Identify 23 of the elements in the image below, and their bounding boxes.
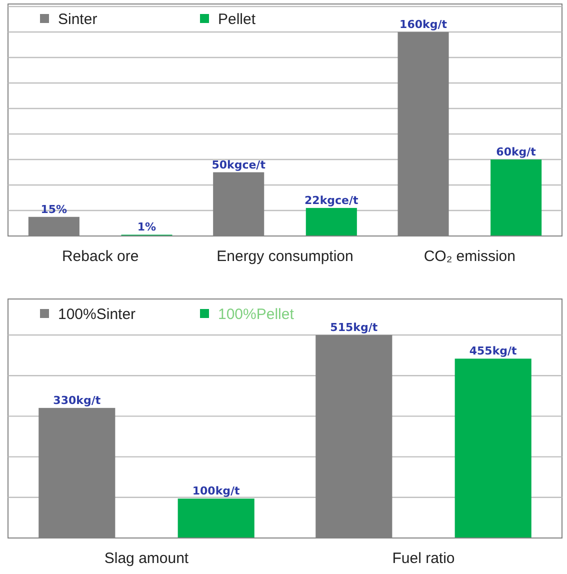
data-label: 515kg/t <box>330 321 378 334</box>
x-tick-label: Slag amount <box>104 550 190 567</box>
data-label: 15% <box>40 202 68 216</box>
bar <box>490 160 542 236</box>
legend-label: Sinter <box>58 11 98 28</box>
x-tick-label: CO₂ emission <box>424 248 516 265</box>
bar <box>454 358 532 538</box>
data-label: 160kg/t <box>400 18 447 31</box>
data-label: 50kgce/t <box>212 158 266 172</box>
x-tick-label: Reback ore <box>62 248 139 265</box>
legend-label: Pellet <box>218 11 256 28</box>
data-label: 1% <box>137 220 156 234</box>
bar <box>306 208 357 236</box>
bar <box>178 498 254 538</box>
data-label: 100kg/t <box>192 484 240 498</box>
x-tick-label: Fuel ratio <box>392 550 455 567</box>
legend-label: 100%Sinter <box>58 306 136 323</box>
data-label: 330kg/t <box>53 394 101 407</box>
data-label: 22kgce/t <box>304 194 358 207</box>
data-label: 455kg/t <box>469 344 517 358</box>
data-label: 60kg/t <box>496 146 536 158</box>
x-tick-label: Energy consumption <box>216 248 354 265</box>
legend-label: 100%Pellet <box>218 306 295 323</box>
